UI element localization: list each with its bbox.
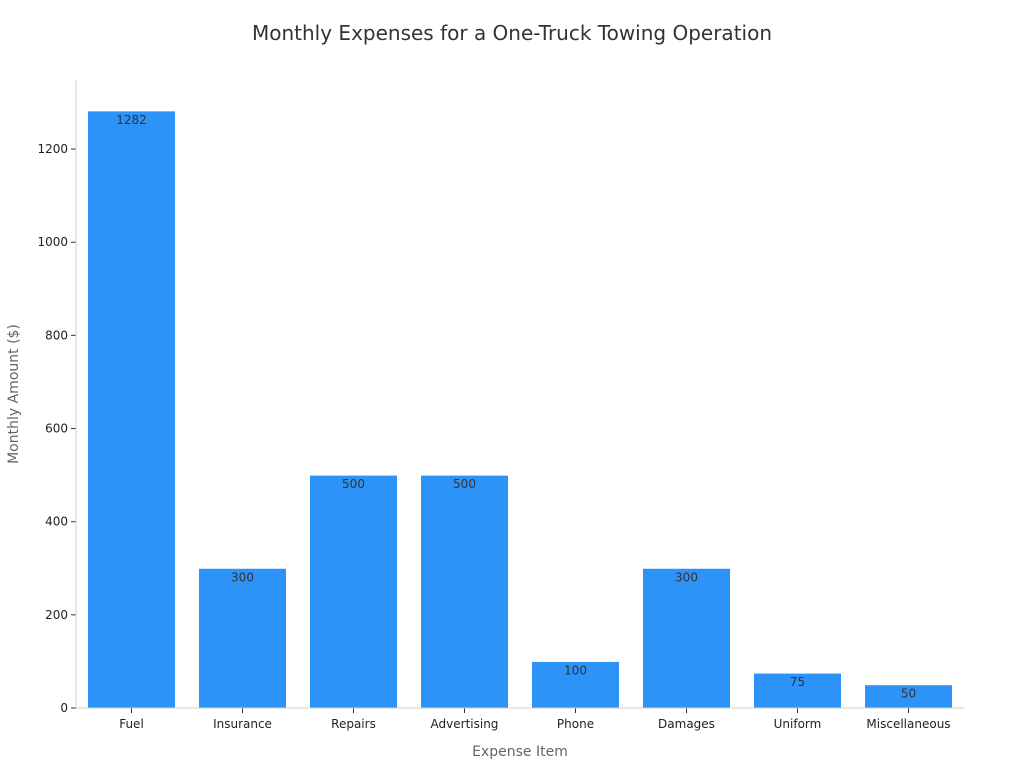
bar-repairs <box>309 474 398 709</box>
data-label-advertising: 500 <box>453 477 476 491</box>
bar-advertising <box>420 474 509 709</box>
chart-title: Monthly Expenses for a One-Truck Towing … <box>252 21 772 45</box>
bar-fuel <box>87 110 176 709</box>
data-label-uniform: 75 <box>790 675 805 689</box>
data-label-damages: 300 <box>675 570 698 584</box>
y-tick-label: 1000 <box>37 235 68 249</box>
x-axis-ticks: Fuel Insurance Repairs Advertising Phone Dama… <box>119 708 951 731</box>
bar-uniform <box>753 672 842 709</box>
bar-insurance <box>198 567 287 709</box>
x-axis-label: Expense Item <box>472 744 568 760</box>
x-tick-label-repairs: Repairs <box>331 717 376 731</box>
y-tick-label: 0 <box>60 701 68 715</box>
y-tick-label: 400 <box>45 515 68 529</box>
x-tick-label-fuel: Fuel <box>119 717 144 731</box>
y-tick-label: 800 <box>45 328 68 342</box>
data-label-repairs: 500 <box>342 477 365 491</box>
data-label-phone: 100 <box>564 663 587 677</box>
x-tick-label-phone: Phone <box>557 717 594 731</box>
y-tick-label: 200 <box>45 608 68 622</box>
bar-damages <box>642 567 731 709</box>
x-tick-label-insurance: Insurance <box>213 717 272 731</box>
y-tick-label: 600 <box>45 422 68 436</box>
x-tick-label-damages: Damages <box>658 717 715 731</box>
x-tick-label-advertising: Advertising <box>431 717 499 731</box>
data-label-miscellaneous: 50 <box>901 687 916 701</box>
x-tick-label-miscellaneous: Miscellaneous <box>866 717 950 731</box>
data-label-insurance: 300 <box>231 570 254 584</box>
y-axis-ticks: 0 200 400 600 800 1000 1200 <box>37 142 76 715</box>
x-tick-label-uniform: Uniform <box>774 717 822 731</box>
data-label-fuel: 1282 <box>116 113 147 127</box>
y-tick-label: 1200 <box>37 142 68 156</box>
y-axis-label: Monthly Amount ($) <box>6 324 22 464</box>
bars-group: 1282 300 500 500 100 300 75 50 <box>87 110 953 709</box>
